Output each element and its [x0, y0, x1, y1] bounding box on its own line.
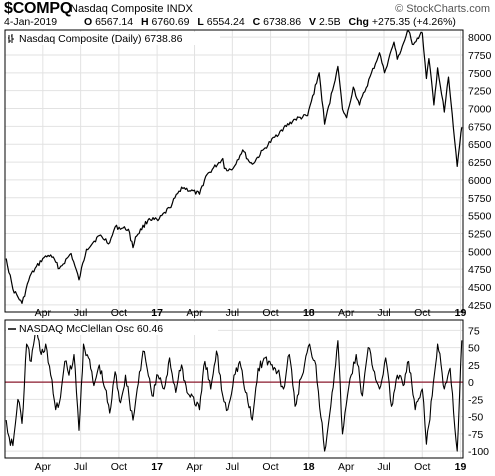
legend-background	[6, 322, 218, 335]
quote-open: O 6567.14	[84, 16, 134, 28]
quote-low: L 6554.24	[197, 16, 245, 28]
quote-change: Chg +275.35 (+4.26%)	[348, 16, 456, 28]
y-tick-label: 6500	[468, 139, 492, 151]
x-tick-label: 19	[455, 461, 467, 473]
x-tick-label: Apr	[186, 461, 203, 473]
y-tick-label: 6250	[468, 157, 492, 169]
y-tick-label: -50	[468, 412, 483, 424]
quote-volume: V 2.5B	[309, 16, 341, 28]
index-name: Nasdaq Composite INDX	[70, 3, 193, 15]
y-tick-label: 4250	[468, 300, 492, 312]
x-tick-label: 18	[303, 461, 315, 473]
x-tick-label: Apr	[35, 307, 52, 319]
x-tick-label: 17	[151, 461, 163, 473]
ticker-symbol: $COMPQ	[4, 0, 73, 17]
legend-label: NASDAQ McClellan Osc 60.46	[19, 323, 163, 335]
y-tick-label: 4750	[468, 264, 492, 276]
y-tick-label: 5750	[468, 193, 492, 205]
x-tick-label: Oct	[111, 307, 127, 319]
panel-legend: NASDAQ McClellan Osc 60.46	[6, 322, 218, 335]
y-tick-label: 50	[468, 343, 480, 355]
x-tick-label: Jul	[74, 307, 87, 319]
x-tick-label: Apr	[35, 461, 52, 473]
y-tick-label: 7000	[468, 104, 492, 116]
y-tick-label: 75	[468, 325, 480, 337]
quote-values: O 6567.14 H 6760.69 L 6554.24 C 6738.86 …	[84, 16, 461, 28]
ohlc-legend-icon	[8, 34, 14, 43]
x-tick-label: 19	[455, 307, 467, 319]
y-tick-label: 4500	[468, 282, 492, 294]
y-tick-label: 8000	[468, 32, 492, 44]
watermark: © StockCharts.com	[395, 3, 490, 15]
y-tick-label: 6000	[468, 175, 492, 187]
x-tick-label: Jul	[226, 307, 239, 319]
x-tick-label: Jul	[74, 461, 87, 473]
y-tick-label: 7750	[468, 50, 492, 62]
x-tick-label: Oct	[414, 307, 430, 319]
panel-border	[4, 319, 464, 459]
x-tick-label: Apr	[186, 307, 203, 319]
y-tick-label: -100	[468, 446, 489, 458]
x-tick-label: 17	[151, 307, 163, 319]
price-series-line	[5, 30, 463, 304]
legend-background	[6, 32, 220, 45]
y-tick-label: 6750	[468, 121, 492, 133]
x-tick-label: Oct	[262, 307, 278, 319]
y-tick-label: 7500	[468, 68, 492, 80]
quote-high: H 6760.69	[140, 16, 190, 28]
x-tick-label: Jul	[226, 461, 239, 473]
x-tick-label: Oct	[111, 461, 127, 473]
y-tick-label: -75	[468, 429, 483, 441]
legend-label: Nasdaq Composite (Daily) 6738.86	[19, 33, 183, 45]
y-tick-label: 5250	[468, 228, 492, 240]
y-tick-label: 0	[468, 377, 474, 389]
x-tick-label: Jul	[377, 307, 390, 319]
x-tick-label: Oct	[262, 461, 278, 473]
price-panel: 4250 4500 4750 5000 5250 5500 5750 6000 6250 6500…	[4, 29, 492, 319]
y-tick-label: -25	[468, 394, 483, 406]
y-tick-label: 7250	[468, 86, 492, 98]
quote-date: 4-Jan-2019	[4, 16, 58, 28]
quote-close: C 6738.86	[252, 16, 302, 28]
x-tick-label: Oct	[414, 461, 430, 473]
x-tick-label: Jul	[377, 461, 390, 473]
oscillator-series-line	[5, 326, 463, 452]
y-tick-label: 25	[468, 360, 480, 372]
oscillator-panel: 75 50 25 0 -25 -50 -75 -100 Apr Jul Oct 17 Apr Jul Oct…	[4, 319, 489, 473]
x-tick-label: Apr	[338, 461, 355, 473]
x-tick-label: 18	[303, 307, 315, 319]
panel-legend: Nasdaq Composite (Daily) 6738.86	[6, 32, 220, 45]
panel-border	[4, 29, 464, 313]
x-tick-label: Apr	[338, 307, 355, 319]
y-tick-label: 5500	[468, 211, 492, 223]
y-tick-label: 5000	[468, 246, 492, 258]
